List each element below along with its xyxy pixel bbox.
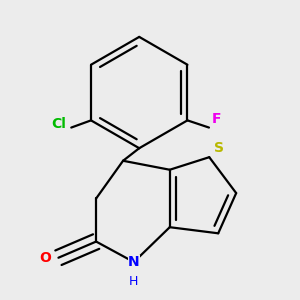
Text: N: N xyxy=(128,255,140,269)
Text: S: S xyxy=(214,141,224,155)
Text: O: O xyxy=(39,251,51,265)
Text: F: F xyxy=(212,112,222,126)
Text: H: H xyxy=(129,275,139,288)
Text: Cl: Cl xyxy=(51,117,66,131)
